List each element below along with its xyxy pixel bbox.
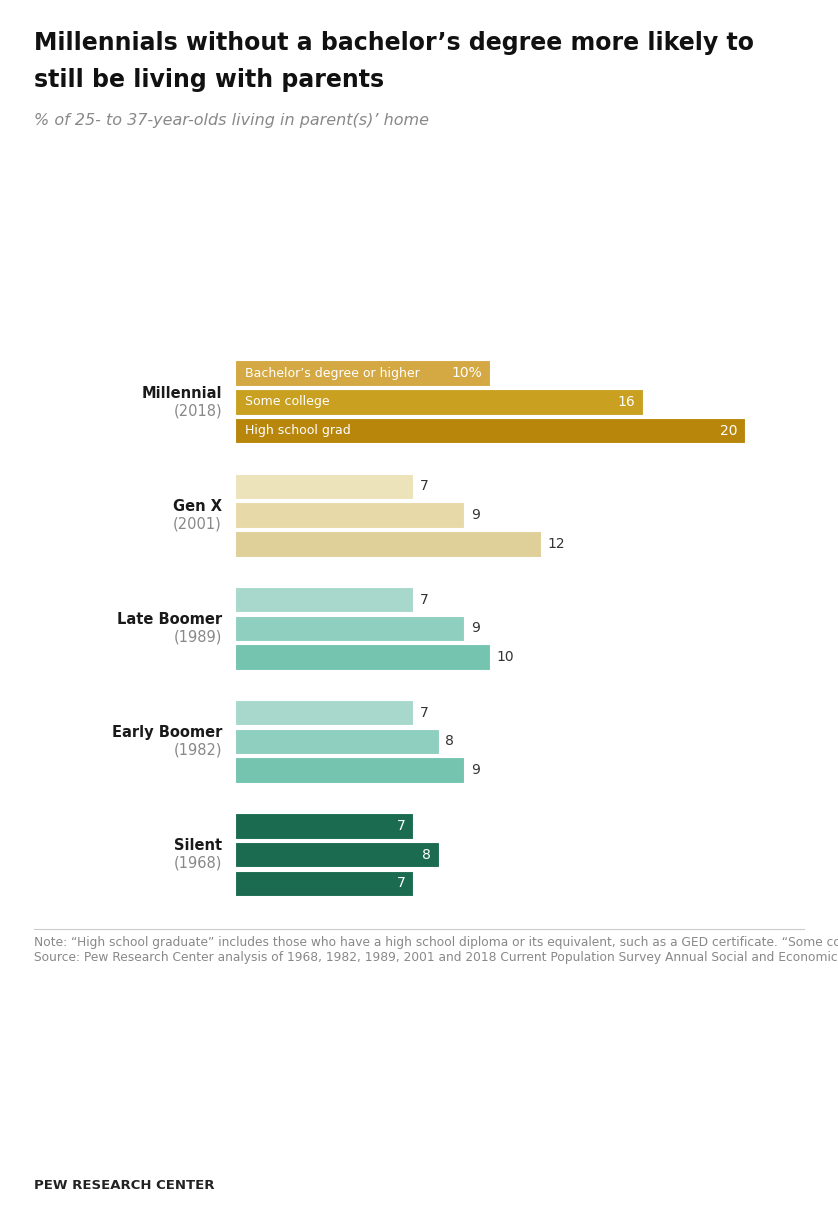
Text: (1968): (1968) (173, 856, 222, 872)
Bar (235, 389, 643, 415)
Text: Note: “High school graduate” includes those who have a high school diploma or it: Note: “High school graduate” includes th… (34, 936, 838, 964)
Text: Millennial: Millennial (142, 385, 222, 400)
Text: (2001): (2001) (173, 517, 222, 532)
Text: (1982): (1982) (173, 742, 222, 758)
Text: 7: 7 (420, 705, 428, 720)
Bar (235, 531, 541, 556)
Text: 8: 8 (422, 848, 431, 862)
Text: 7: 7 (420, 592, 428, 607)
Bar (235, 361, 490, 387)
Text: 9: 9 (471, 763, 479, 777)
Text: 7: 7 (397, 876, 406, 890)
Bar (235, 870, 413, 896)
Text: 7: 7 (420, 479, 428, 494)
Text: Millennials without a bachelor’s degree more likely to: Millennials without a bachelor’s degree … (34, 31, 753, 54)
Text: 9: 9 (471, 508, 479, 522)
Text: % of 25- to 37-year-olds living in parent(s)’ home: % of 25- to 37-year-olds living in paren… (34, 113, 428, 128)
Bar (235, 729, 439, 755)
Text: PEW RESEARCH CENTER: PEW RESEARCH CENTER (34, 1178, 214, 1192)
Text: Bachelor’s degree or higher: Bachelor’s degree or higher (245, 367, 420, 379)
Text: (1989): (1989) (173, 630, 222, 645)
Text: 12: 12 (547, 537, 565, 550)
Text: Early Boomer: Early Boomer (111, 725, 222, 740)
Text: Late Boomer: Late Boomer (116, 612, 222, 627)
Bar (235, 616, 464, 641)
Text: Gen X: Gen X (173, 499, 222, 513)
Bar (235, 474, 413, 499)
Text: 16: 16 (618, 395, 635, 409)
Text: 8: 8 (445, 735, 454, 748)
Text: still be living with parents: still be living with parents (34, 68, 384, 91)
Text: 10: 10 (496, 650, 514, 664)
Bar (235, 502, 464, 528)
Bar (235, 644, 490, 670)
Text: Some college: Some college (245, 395, 329, 409)
Text: Silent: Silent (173, 838, 222, 853)
Bar (235, 842, 439, 868)
Bar (235, 757, 464, 783)
Bar (235, 419, 745, 443)
Text: 9: 9 (471, 622, 479, 635)
Text: (2018): (2018) (173, 404, 222, 419)
Bar (235, 587, 413, 612)
Bar (235, 812, 413, 838)
Bar (235, 700, 413, 725)
Text: 10%: 10% (452, 366, 482, 380)
Text: High school grad: High school grad (245, 425, 350, 437)
Text: 20: 20 (720, 423, 737, 438)
Text: 7: 7 (397, 819, 406, 833)
